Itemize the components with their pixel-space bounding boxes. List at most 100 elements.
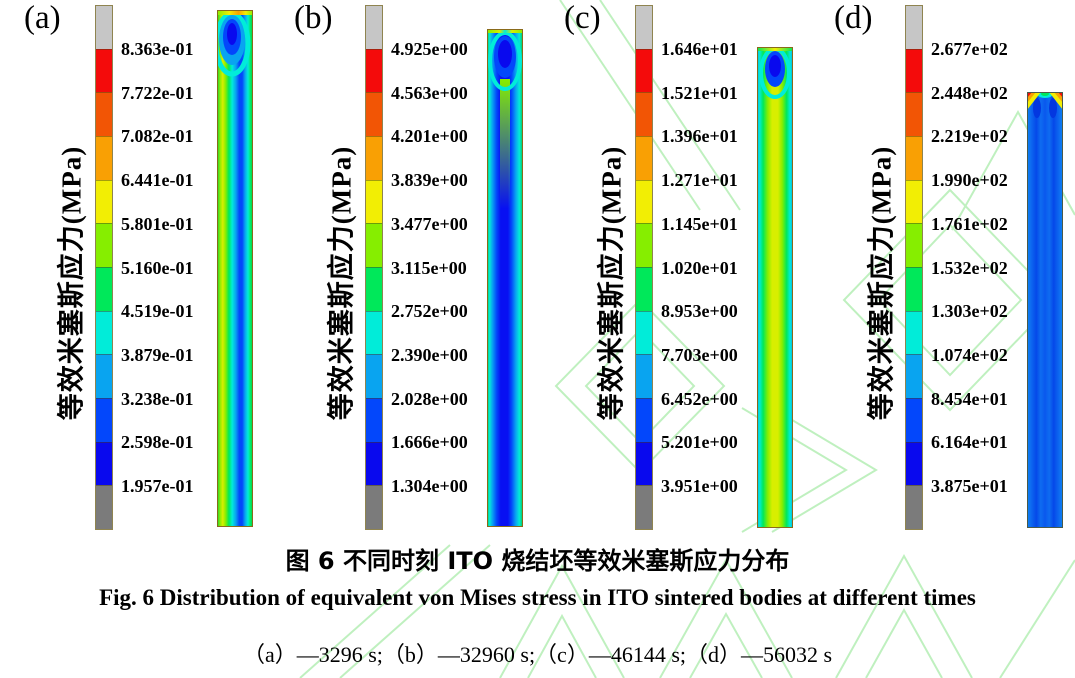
colorbar-segment bbox=[636, 310, 652, 355]
colorbar-tick-value: 3.875e+01 bbox=[931, 476, 1008, 496]
colorbar-tick-value: 1.532e+02 bbox=[931, 258, 1008, 278]
figure-caption-english: Fig. 6 Distribution of equivalent von Mi… bbox=[99, 585, 976, 610]
colorbar-tick-value: 4.563e+00 bbox=[391, 83, 468, 103]
colorbar-tick-value: 4.201e+00 bbox=[391, 126, 468, 146]
colorbar-segment bbox=[636, 441, 652, 486]
colorbar-segment bbox=[906, 267, 922, 311]
colorbar-tick-value: 6.441e-01 bbox=[121, 170, 194, 190]
colorbar-segment bbox=[906, 6, 922, 49]
colorbar-segment bbox=[96, 267, 112, 311]
colorbar-segment bbox=[366, 354, 382, 399]
colorbar-tick-value: 3.115e+00 bbox=[391, 258, 467, 278]
colorbar-tick-value: 5.160e-01 bbox=[121, 258, 194, 278]
colorbar-segment bbox=[96, 398, 112, 442]
colorbar-segment bbox=[906, 223, 922, 268]
colorbar-tick-value: 6.452e+00 bbox=[661, 389, 738, 409]
colorbar-tick-value: 8.454e+01 bbox=[931, 389, 1008, 409]
colorbar-tick-value: 1.145e+01 bbox=[661, 214, 738, 234]
colorbar-tick-value: 8.363e-01 bbox=[121, 39, 194, 59]
colorbar-tick-value: 2.677e+02 bbox=[931, 39, 1008, 59]
colorbar-tick-value: 5.801e-01 bbox=[121, 214, 194, 234]
colorbar-segment bbox=[366, 223, 382, 268]
colorbar-segment bbox=[636, 48, 652, 93]
colorbar-tick-value: 7.703e+00 bbox=[661, 345, 738, 365]
colorbar-a bbox=[95, 5, 113, 530]
colorbar-tick-value: 1.396e+01 bbox=[661, 126, 738, 146]
colorbar-segment bbox=[96, 6, 112, 49]
colorbar-tick-value: 2.028e+00 bbox=[391, 389, 468, 409]
colorbar-segment bbox=[366, 179, 382, 224]
colorbar-segment bbox=[636, 485, 652, 530]
colorbar-segment bbox=[906, 441, 922, 486]
colorbar-segment bbox=[636, 6, 652, 49]
colorbar-tick-value: 1.521e+01 bbox=[661, 83, 738, 103]
colorbar-tick-value: 2.390e+00 bbox=[391, 345, 468, 365]
colorbar-segment bbox=[906, 179, 922, 224]
colorbar-tick-value: 1.303e+02 bbox=[931, 301, 1008, 321]
colorbar-segment bbox=[636, 136, 652, 180]
colorbar-segment bbox=[366, 485, 382, 530]
colorbar-tick-value: 3.477e+00 bbox=[391, 214, 468, 234]
colorbar-segment bbox=[96, 48, 112, 93]
stress-contour-rod-a bbox=[217, 10, 253, 527]
colorbar-segment bbox=[366, 136, 382, 180]
colorbar-segment bbox=[906, 485, 922, 530]
colorbar-c bbox=[635, 5, 653, 530]
colorbar-tick-value: 1.990e+02 bbox=[931, 170, 1008, 190]
colorbar-b bbox=[365, 5, 383, 530]
colorbar-segment bbox=[366, 267, 382, 311]
colorbar-segment bbox=[636, 223, 652, 268]
colorbar-segment bbox=[96, 179, 112, 224]
panel-c: (c) 等效米塞斯应力(MPa) 1.646e+01 1.521e+01 1.3… bbox=[540, 0, 805, 535]
colorbar-tick-value: 2.448e+02 bbox=[931, 83, 1008, 103]
colorbar-tick-value: 1.020e+01 bbox=[661, 258, 738, 278]
colorbar-tick-value: 1.957e-01 bbox=[121, 476, 194, 496]
colorbar-tick-value: 1.074e+02 bbox=[931, 345, 1008, 365]
colorbar-tick-value: 6.164e+01 bbox=[931, 432, 1008, 452]
colorbar-segment bbox=[906, 354, 922, 399]
colorbar-tick-value: 4.925e+00 bbox=[391, 39, 468, 59]
stress-axis-label-b: 等效米塞斯应力(MPa) bbox=[326, 145, 357, 421]
colorbar-segment bbox=[96, 485, 112, 530]
colorbar-segment bbox=[366, 398, 382, 442]
colorbar-segment bbox=[96, 354, 112, 399]
colorbar-tick-value: 8.953e+00 bbox=[661, 301, 738, 321]
stress-axis-label-a: 等效米塞斯应力(MPa) bbox=[56, 145, 87, 421]
colorbar-segment bbox=[96, 136, 112, 180]
colorbar-d bbox=[905, 5, 923, 530]
panel-label-d: (d) bbox=[834, 0, 873, 36]
colorbar-tick-value: 5.201e+00 bbox=[661, 432, 738, 452]
panel-label-a: (a) bbox=[24, 0, 61, 36]
colorbar-segment bbox=[636, 179, 652, 224]
panel-label-c: (c) bbox=[564, 0, 601, 36]
colorbar-segment bbox=[906, 92, 922, 137]
panel-a: (a) 等效米塞斯应力(MPa) 8.363e-01 7.722e-01 7.0… bbox=[0, 0, 265, 535]
colorbar-segment bbox=[366, 6, 382, 49]
colorbar-tick-value: 3.879e-01 bbox=[121, 345, 194, 365]
panel-b: (b) 等效米塞斯应力(MPa) 4.925e+00 4.563e+00 4.2… bbox=[270, 0, 535, 535]
stress-contour-rod-d bbox=[1027, 92, 1063, 528]
panel-label-b: (b) bbox=[294, 0, 333, 36]
panel-d: (d) 等效米塞斯应力(MPa) 2.677e+02 2.448e+02 2.2… bbox=[810, 0, 1075, 535]
stress-contour-rod-b bbox=[487, 29, 523, 527]
colorbar-tick-value: 1.666e+00 bbox=[391, 432, 468, 452]
figure-caption-times: （a）—3296 s;（b）—32960 s;（c）—46144 s;（d）—5… bbox=[242, 642, 833, 667]
colorbar-segment bbox=[366, 92, 382, 137]
colorbar-segment bbox=[366, 310, 382, 355]
colorbar-tick-value: 2.219e+02 bbox=[931, 126, 1008, 146]
colorbar-segment bbox=[96, 92, 112, 137]
figure-caption-chinese: 图 6 不同时刻 ITO 烧结坯等效米塞斯应力分布 bbox=[285, 547, 790, 575]
colorbar-segment bbox=[906, 48, 922, 93]
colorbar-tick-value: 7.722e-01 bbox=[121, 83, 194, 103]
colorbar-tick-value: 1.304e+00 bbox=[391, 476, 468, 496]
colorbar-segment bbox=[636, 354, 652, 399]
colorbar-segment bbox=[636, 398, 652, 442]
stress-axis-label-d: 等效米塞斯应力(MPa) bbox=[866, 145, 897, 421]
stress-axis-label-c: 等效米塞斯应力(MPa) bbox=[596, 145, 627, 421]
colorbar-segment bbox=[906, 310, 922, 355]
colorbar-tick-value: 3.839e+00 bbox=[391, 170, 468, 190]
colorbar-segment bbox=[636, 267, 652, 311]
colorbar-segment bbox=[96, 441, 112, 486]
